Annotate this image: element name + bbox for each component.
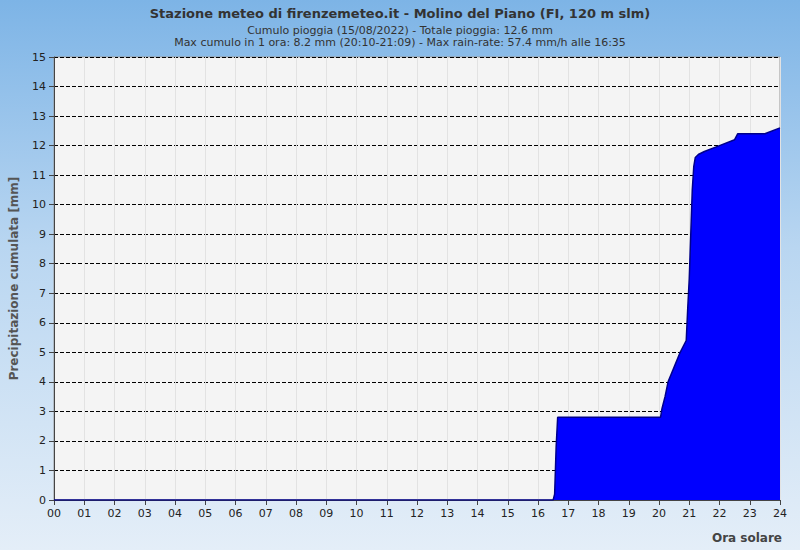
svg-text:9: 9 [39, 228, 46, 241]
svg-text:2: 2 [39, 434, 46, 447]
svg-text:Stazione meteo di firenzemeteo: Stazione meteo di firenzemeteo.it - Moli… [150, 6, 651, 21]
svg-text:03: 03 [138, 507, 152, 520]
svg-text:09: 09 [319, 507, 333, 520]
svg-text:19: 19 [622, 507, 636, 520]
svg-text:5: 5 [39, 346, 46, 359]
svg-text:07: 07 [259, 507, 273, 520]
svg-text:00: 00 [47, 507, 61, 520]
svg-text:24: 24 [773, 507, 787, 520]
svg-text:Ora solare: Ora solare [712, 531, 782, 545]
svg-text:15: 15 [32, 51, 46, 64]
svg-text:01: 01 [77, 507, 91, 520]
svg-text:11: 11 [32, 169, 46, 182]
svg-text:15: 15 [501, 507, 515, 520]
svg-text:3: 3 [39, 405, 46, 418]
svg-text:Max cumulo in 1 ora: 8.2 mm (2: Max cumulo in 1 ora: 8.2 mm (20:10-21:09… [174, 36, 626, 49]
svg-text:16: 16 [531, 507, 545, 520]
svg-text:Cumulo pioggia (15/08/2022) -: Cumulo pioggia (15/08/2022) - Totale pio… [247, 23, 553, 37]
svg-text:04: 04 [168, 507, 182, 520]
svg-text:1: 1 [39, 464, 46, 477]
svg-text:7: 7 [39, 287, 46, 300]
svg-text:20: 20 [652, 507, 666, 520]
svg-text:10: 10 [350, 507, 364, 520]
svg-text:14: 14 [32, 80, 46, 93]
svg-text:08: 08 [289, 507, 303, 520]
svg-text:21: 21 [682, 507, 696, 520]
svg-text:14: 14 [471, 507, 485, 520]
svg-text:22: 22 [713, 507, 727, 520]
svg-text:12: 12 [410, 507, 424, 520]
svg-text:13: 13 [440, 507, 454, 520]
svg-text:11: 11 [380, 507, 394, 520]
svg-text:23: 23 [743, 507, 757, 520]
svg-text:Precipitazione cumulata [mm]: Precipitazione cumulata [mm] [7, 177, 21, 381]
svg-text:6: 6 [39, 316, 46, 329]
svg-text:05: 05 [198, 507, 212, 520]
svg-text:17: 17 [561, 507, 575, 520]
svg-text:8: 8 [39, 257, 46, 270]
svg-text:18: 18 [592, 507, 606, 520]
svg-text:10: 10 [32, 198, 46, 211]
svg-text:06: 06 [229, 507, 243, 520]
svg-text:0: 0 [39, 494, 46, 507]
svg-text:13: 13 [32, 110, 46, 123]
svg-text:02: 02 [108, 507, 122, 520]
svg-text:4: 4 [39, 375, 46, 388]
svg-text:12: 12 [32, 139, 46, 152]
